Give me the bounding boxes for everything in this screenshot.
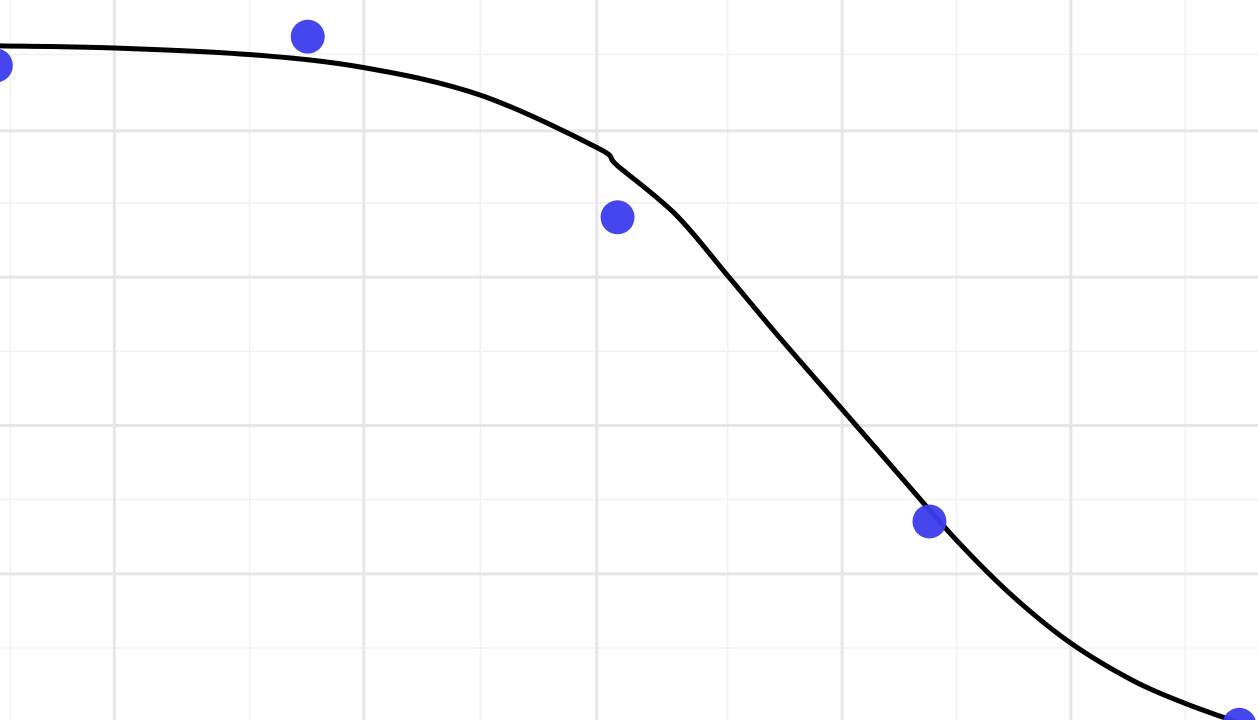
data-point xyxy=(0,48,13,82)
data-point xyxy=(290,19,325,54)
data-points xyxy=(0,19,1256,720)
fit-curve-line xyxy=(0,43,1239,720)
data-point xyxy=(600,200,635,235)
data-point xyxy=(1222,707,1256,720)
data-point xyxy=(912,504,947,539)
